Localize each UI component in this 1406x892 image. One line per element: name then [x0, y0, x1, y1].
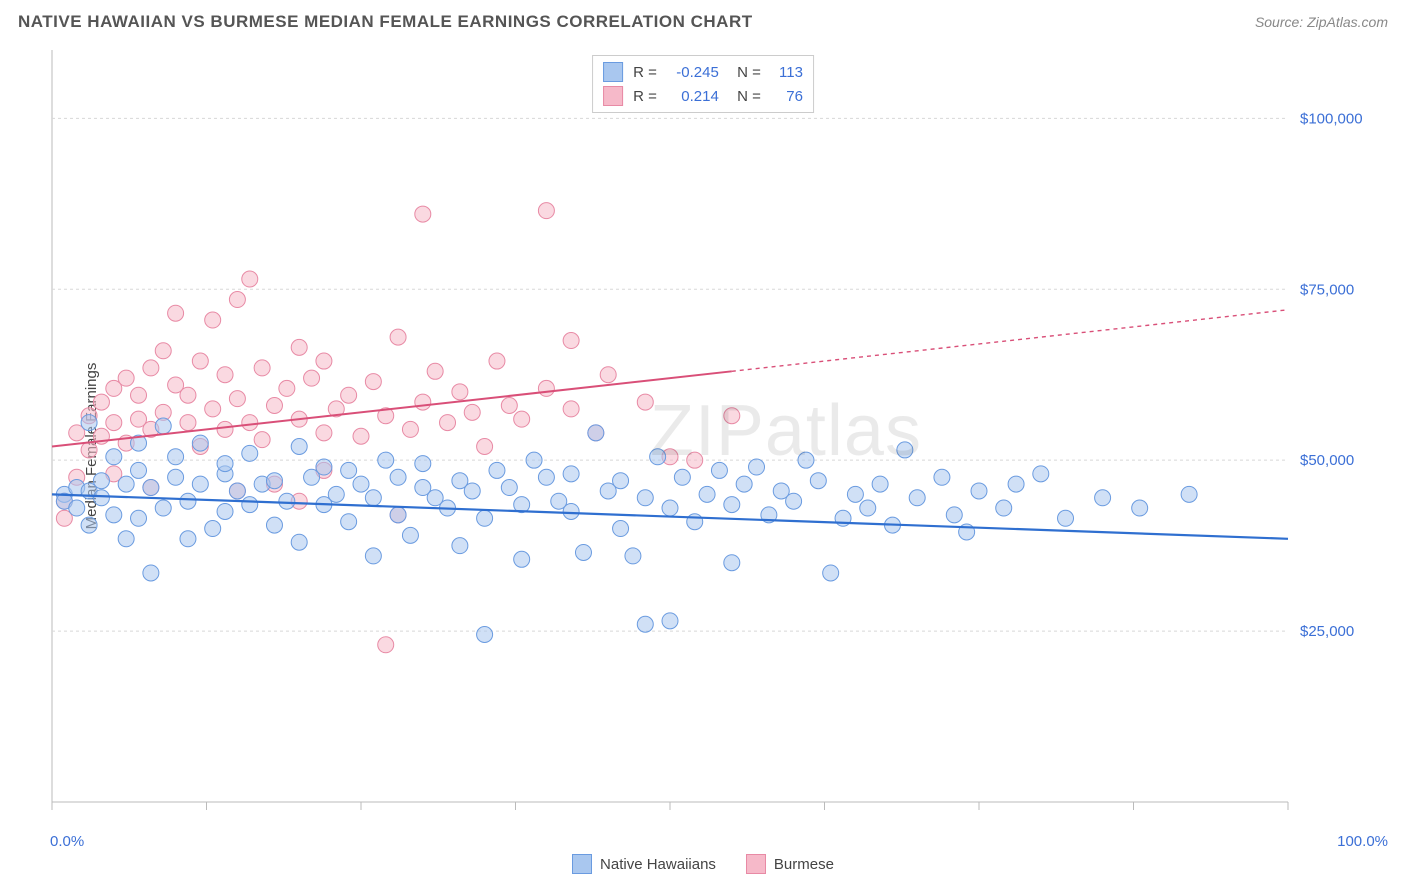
corr-legend-row: R = -0.245 N = 113	[603, 60, 803, 84]
legend-item: Native Hawaiians	[572, 854, 716, 874]
svg-text:$25,000: $25,000	[1300, 623, 1354, 640]
chart-plot-area: $25,000$50,000$75,000$100,000 ZIPatlas	[50, 48, 1388, 822]
x-min-label: 0.0%	[50, 833, 84, 850]
n-value: N = 76	[729, 88, 803, 105]
legend-label: Native Hawaiians	[600, 856, 716, 873]
legend-swatch	[603, 86, 623, 106]
chart-title: NATIVE HAWAIIAN VS BURMESE MEDIAN FEMALE…	[18, 12, 753, 32]
legend-swatch	[746, 854, 766, 874]
source-credit: Source: ZipAtlas.com	[1255, 14, 1388, 30]
svg-text:$75,000: $75,000	[1300, 281, 1354, 298]
x-axis-endpoints: 0.0% 100.0%	[50, 833, 1388, 850]
correlation-legend: R = -0.245 N = 113R = 0.214 N = 76	[592, 55, 814, 113]
legend-swatch	[572, 854, 592, 874]
x-max-label: 100.0%	[1337, 833, 1388, 850]
legend-swatch	[603, 62, 623, 82]
series-legend: Native Hawaiians Burmese	[0, 854, 1406, 874]
svg-text:$50,000: $50,000	[1300, 452, 1354, 469]
scatter-chart-svg: $25,000 $50,000 $75,000 $100,000	[50, 48, 1388, 822]
corr-legend-row: R = 0.214 N = 76	[603, 84, 803, 108]
legend-label: Burmese	[774, 856, 834, 873]
svg-text:$100,000: $100,000	[1300, 110, 1363, 127]
r-value: R = -0.245	[633, 64, 719, 81]
r-value: R = 0.214	[633, 88, 719, 105]
n-value: N = 113	[729, 64, 803, 81]
legend-item: Burmese	[746, 854, 834, 874]
